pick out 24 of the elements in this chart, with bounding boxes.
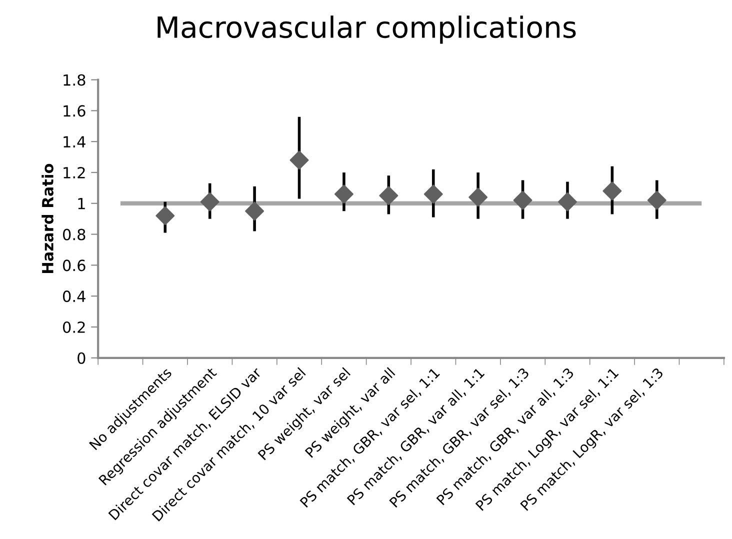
point bbox=[334, 184, 354, 204]
point bbox=[379, 186, 398, 206]
point bbox=[602, 182, 622, 200]
y-tick-label: 0 bbox=[78, 352, 86, 364]
point bbox=[424, 184, 443, 204]
y-tick-label: 1 bbox=[78, 198, 85, 210]
y-tick-label: 0.8 bbox=[62, 228, 86, 240]
y-tick-label: 0.6 bbox=[62, 260, 86, 272]
y-tick-label: 0.2 bbox=[62, 321, 85, 334]
y-tick-label: 1.4 bbox=[64, 136, 86, 148]
point bbox=[290, 150, 309, 170]
y-tick-label: 0.4 bbox=[62, 290, 86, 302]
point bbox=[468, 188, 488, 207]
y-axis-title: Hazard Ratio bbox=[42, 164, 54, 274]
chart-title: Macrovascular complications bbox=[158, 16, 576, 44]
y-tick-label: 1.2 bbox=[64, 166, 85, 178]
point bbox=[513, 190, 532, 210]
point bbox=[245, 202, 264, 221]
point bbox=[647, 190, 666, 210]
point bbox=[558, 192, 577, 212]
point bbox=[200, 192, 220, 212]
point bbox=[156, 206, 175, 226]
y-tick-label: 1.6 bbox=[64, 105, 86, 117]
y-tick-label: 1.8 bbox=[64, 74, 86, 86]
